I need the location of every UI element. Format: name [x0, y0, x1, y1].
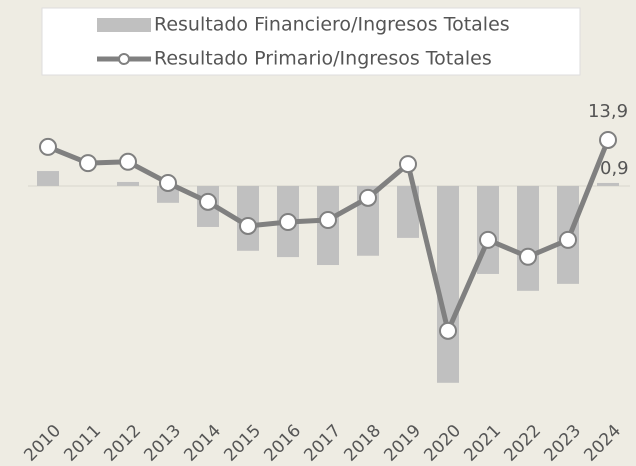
- x-tick-label: 2024: [580, 421, 625, 466]
- bar: [517, 185, 539, 291]
- marker: [519, 247, 537, 266]
- bar: [437, 185, 459, 383]
- x-tick-label: 2023: [540, 421, 585, 466]
- marker: [399, 155, 417, 174]
- bar: [597, 182, 619, 186]
- marker: [79, 154, 97, 173]
- data-label: 0,9: [600, 158, 629, 179]
- x-tick-label: 2011: [60, 421, 105, 466]
- bar: [157, 185, 179, 203]
- marker: [199, 192, 217, 211]
- marker: [159, 173, 177, 192]
- legend-label: Resultado Primario/Ingresos Totales: [154, 48, 492, 70]
- x-tick-label: 2022: [500, 421, 545, 466]
- x-tick-label: 2015: [220, 421, 265, 466]
- x-tick-label: 2010: [20, 421, 65, 466]
- marker: [239, 216, 257, 235]
- x-tick-label: 2019: [380, 421, 425, 466]
- marker: [439, 321, 457, 340]
- marker: [319, 211, 337, 230]
- marker: [39, 137, 57, 156]
- x-tick-label: 2014: [180, 421, 225, 466]
- marker: [359, 188, 377, 207]
- legend-marker: [118, 53, 130, 65]
- data-label: 13,9: [588, 101, 628, 122]
- marker: [599, 130, 617, 149]
- bar: [37, 171, 59, 186]
- marker: [279, 213, 297, 232]
- x-tick-label: 2018: [340, 421, 385, 466]
- marker: [119, 152, 137, 171]
- legend-label: Resultado Financiero/Ingresos Totales: [154, 14, 510, 36]
- x-tick-label: 2020: [420, 421, 465, 466]
- marker: [559, 230, 577, 249]
- bar: [117, 181, 139, 186]
- x-tick-label: 2016: [260, 421, 305, 466]
- x-tick-label: 2013: [140, 421, 185, 466]
- legend-swatch: [97, 18, 151, 32]
- x-tick-label: 2017: [300, 421, 345, 466]
- x-tick-label: 2021: [460, 421, 505, 466]
- bar: [397, 185, 419, 238]
- x-tick-label: 2012: [100, 421, 145, 466]
- marker: [479, 230, 497, 249]
